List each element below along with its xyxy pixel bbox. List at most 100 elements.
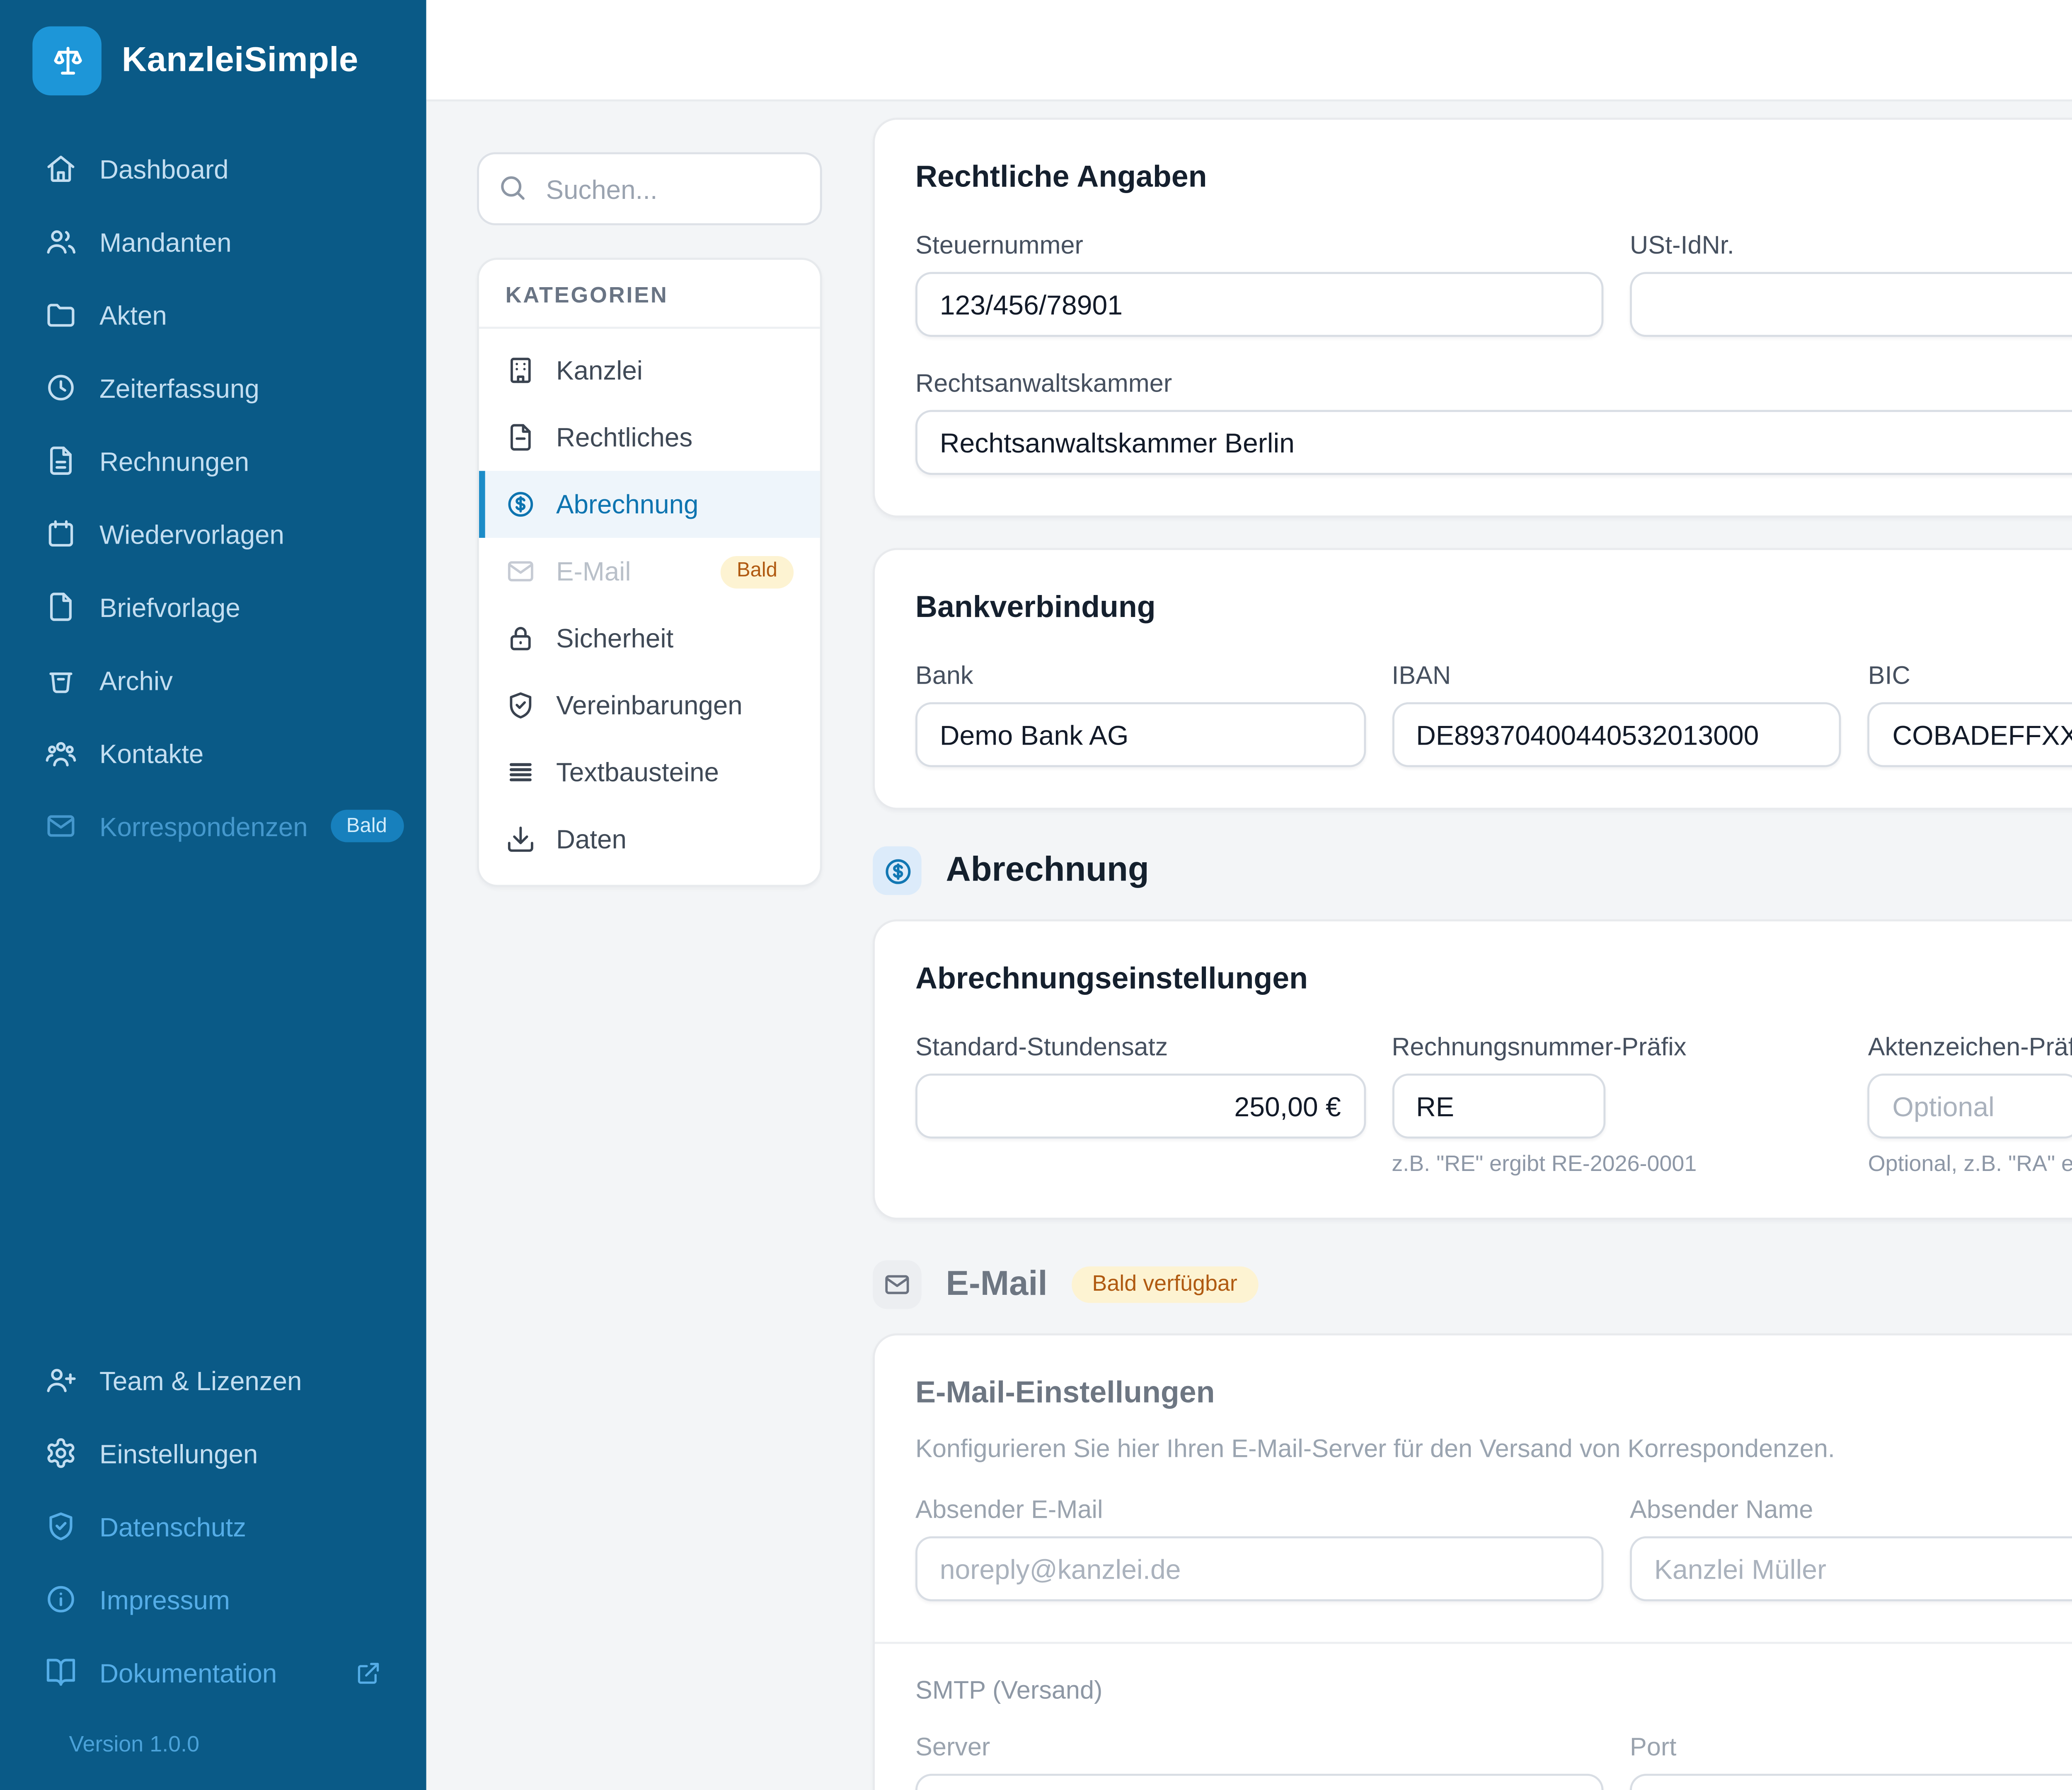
category-item-textbausteine[interactable]: Textbausteine: [479, 739, 820, 806]
category-item-daten[interactable]: Daten: [479, 806, 820, 873]
sidebar-item-label: Impressum: [99, 1584, 230, 1615]
search-icon: [501, 176, 525, 200]
bank-card: Bankverbindung Bank IBAN BIC: [873, 548, 2072, 810]
sidebar-item-rechnungen[interactable]: Rechnungen: [24, 424, 402, 497]
ustidnr-input[interactable]: [1630, 272, 2072, 337]
sidebar-item-label: Rechnungen: [99, 445, 249, 476]
download-icon: [508, 826, 533, 852]
building-icon: [510, 358, 531, 383]
absender-name-input[interactable]: [1630, 1536, 2072, 1601]
sidebar-item-akten[interactable]: Akten: [24, 278, 402, 351]
smtp-port-label: Port: [1630, 1733, 1677, 1762]
settings-panels: Rechtliche Angaben Steuernummer USt-IdNr…: [873, 118, 2072, 1790]
categories-card: KATEGORIEN Kanzlei Rechtliches Abrech: [477, 258, 822, 887]
user-plus-icon: [47, 1369, 76, 1392]
archive-icon: [49, 672, 73, 693]
book-open-icon: [46, 1659, 75, 1686]
sidebar-item-archiv[interactable]: Archiv: [24, 643, 402, 716]
iban-label: IBAN: [1392, 661, 1451, 690]
sidebar-item-label: Datenschutz: [99, 1511, 246, 1541]
sidebar-item-mandanten[interactable]: Mandanten: [24, 205, 402, 278]
sidebar-item-label: Kontakte: [99, 738, 204, 768]
sidebar-item-label: Mandanten: [99, 226, 232, 257]
sidebar-item-datenschutz[interactable]: Datenschutz: [24, 1490, 402, 1563]
billing-card: Abrechnungseinstellungen Standard-Stunde…: [873, 919, 2072, 1220]
absender-name-label: Absender Name: [1630, 1495, 1813, 1524]
app-title: KanzleiSimple: [121, 40, 358, 80]
absender-email-input[interactable]: [915, 1536, 1604, 1601]
sidebar-item-label: Zeiterfassung: [99, 372, 259, 403]
card-title: E-Mail-Einstellungen: [915, 1376, 1215, 1411]
card-title: Rechtliche Angaben: [915, 160, 1207, 195]
sidebar-item-einstellungen[interactable]: Einstellungen: [24, 1417, 402, 1490]
sidebar-item-label: Team & Lizenzen: [99, 1364, 302, 1396]
iban-input[interactable]: [1392, 702, 1842, 767]
file-text-icon: [50, 446, 72, 475]
file-icon: [50, 593, 72, 621]
sidebar-item-label: Akten: [99, 299, 167, 330]
sidebar-item-wiedervorlagen[interactable]: Wiedervorlagen: [24, 497, 402, 570]
sidebar-item-korrespondenzen[interactable]: Korrespondenzen Bald: [24, 789, 404, 862]
main-area: Suchen ⌘K Max Mustermann D KATEGORIEN: [426, 0, 2072, 1790]
sidebar-item-zeiterfassung[interactable]: Zeiterfassung: [24, 351, 402, 424]
sidebar-item-impressum[interactable]: Impressum: [24, 1563, 402, 1635]
bic-label: BIC: [1868, 661, 1910, 690]
category-item-abrechnung[interactable]: Abrechnung: [479, 471, 820, 538]
legal-card: Rechtliche Angaben Steuernummer USt-IdNr…: [873, 118, 2072, 518]
steuernummer-label: Steuernummer: [915, 231, 1083, 260]
stundensatz-input[interactable]: [915, 1074, 1365, 1139]
users-icon: [47, 230, 76, 254]
steuernummer-input[interactable]: [915, 272, 1604, 337]
smtp-port-input[interactable]: [1630, 1773, 2072, 1790]
sidebar-item-dokumentation[interactable]: Dokumentation: [24, 1636, 402, 1709]
category-label: Sicherheit: [556, 623, 674, 654]
category-label: E-Mail: [556, 556, 631, 587]
clock-icon: [48, 375, 74, 401]
settings-search-input[interactable]: [477, 152, 822, 225]
category-label: Daten: [556, 824, 627, 855]
bic-input[interactable]: [1868, 702, 2072, 767]
category-item-sicherheit[interactable]: Sicherheit: [479, 605, 820, 672]
mail-icon: [508, 561, 533, 582]
aktenzeichenprefix-input[interactable]: [1868, 1074, 2072, 1139]
rechnungsprefix-input[interactable]: [1392, 1074, 1605, 1139]
info-icon: [48, 1586, 74, 1613]
aktenzeichenprefix-help: Optional, z.B. "RA" ergibt RA-2026/0001: [1868, 1153, 2072, 1177]
sidebar-item-kontakte[interactable]: Kontakte: [24, 716, 402, 789]
categories-title: KATEGORIEN: [479, 260, 820, 329]
aktenzeichenprefix-label: Aktenzeichen-Präfix: [1868, 1033, 2072, 1062]
sidebar-item-team-lizenzen[interactable]: Team & Lizenzen: [24, 1343, 402, 1416]
category-item-vereinbarungen[interactable]: Vereinbarungen: [479, 672, 820, 739]
rechtsanwaltskammer-input[interactable]: [915, 410, 2072, 475]
category-item-rechtliches[interactable]: Rechtliches: [479, 404, 820, 471]
lines-icon: [509, 763, 532, 781]
mail-icon: [47, 815, 75, 837]
bald-verfuegbar-badge: Bald verfügbar: [1072, 1266, 1258, 1303]
category-label: Vereinbarungen: [556, 690, 743, 721]
smtp-server-input[interactable]: [915, 1773, 1604, 1790]
bank-label: Bank: [915, 661, 973, 690]
lock-icon: [510, 627, 531, 651]
app-sidebar: KanzleiSimple Dashboard Mandanten Akten …: [0, 0, 426, 1790]
circle-dollar-icon: [508, 492, 533, 517]
sidebar-item-briefvorlage[interactable]: Briefvorlage: [24, 570, 402, 643]
sidebar-bottom-nav: Team & Lizenzen Einstellungen Datenschut…: [0, 1327, 426, 1790]
home-icon: [47, 155, 75, 182]
card-title: Abrechnungseinstellungen: [915, 962, 1308, 997]
settings-page: KATEGORIEN Kanzlei Rechtliches Abrech: [426, 102, 2072, 1790]
category-label: Textbausteine: [556, 757, 719, 788]
mail-icon: [873, 1260, 922, 1309]
bank-input[interactable]: [915, 702, 1365, 767]
smtp-server-label: Server: [915, 1733, 990, 1762]
rechtsanwaltskammer-label: Rechtsanwaltskammer: [915, 369, 1172, 398]
category-item-kanzlei[interactable]: Kanzlei: [479, 337, 820, 404]
section-title: E-Mail: [946, 1264, 1048, 1303]
category-item-email[interactable]: E-Mail Bald: [479, 538, 820, 605]
rechnungsprefix-help: z.B. "RE" ergibt RE-2026-0001: [1392, 1153, 1697, 1177]
email-section-header: E-Mail Bald verfügbar: [873, 1260, 2072, 1309]
calendar-icon: [48, 520, 73, 547]
sidebar-item-dashboard[interactable]: Dashboard: [24, 132, 402, 205]
sidebar-item-label: Wiedervorlagen: [99, 518, 284, 549]
card-divider: [875, 1642, 2072, 1644]
sidebar-item-label: Korrespondenzen: [99, 810, 308, 842]
